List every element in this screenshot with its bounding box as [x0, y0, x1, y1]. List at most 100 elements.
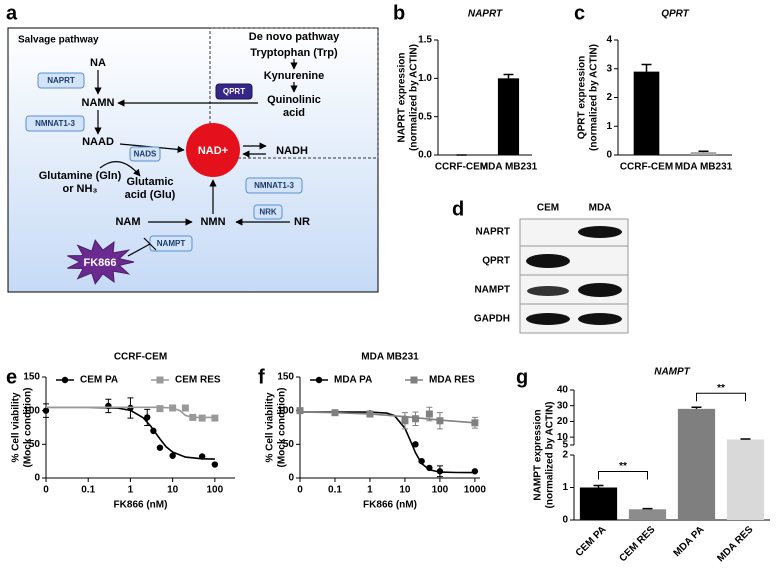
x-tick-label: 1 [128, 485, 134, 496]
enzyme: NAMPT [149, 235, 193, 252]
metabolite: acid [283, 107, 305, 119]
y-axis-label: NAPRT expression [397, 52, 408, 142]
y-tick-label: 150 [277, 372, 294, 383]
enzyme: NMNAT1-3 [245, 177, 303, 194]
enzyme-label: NRK [259, 208, 277, 217]
y-tick-label: 2 [562, 450, 568, 461]
metabolite: NADH [276, 145, 308, 157]
point [426, 464, 433, 472]
y-axis-label: (normalized by ACTIN) [409, 44, 420, 151]
nad-circle [186, 123, 240, 177]
panel-label: d [452, 198, 464, 220]
y-axis-label: % Cell viability [11, 392, 22, 462]
x-tick-label: 100 [432, 485, 449, 496]
point [471, 468, 479, 475]
protein-label: QPRT [482, 256, 510, 267]
point [169, 404, 177, 412]
metabolite: Quinolinic [267, 94, 321, 106]
panel-label: b [393, 2, 405, 24]
x-tick-label: 100 [207, 485, 224, 496]
enzyme-label: NMNAT1-3 [35, 119, 75, 128]
inhibitor: FK866 [83, 257, 116, 269]
y-tick-label: 10 [557, 432, 569, 443]
y-axis-label: (Mock condition) [23, 388, 34, 468]
significance-bracket [598, 471, 648, 480]
point [198, 414, 206, 422]
bar [726, 439, 765, 520]
point [169, 452, 176, 459]
chart-title: NAPRT [468, 9, 503, 20]
legend-marker [410, 376, 418, 384]
y-tick-label: 1 [562, 482, 568, 493]
enzyme-label: NAMPT [157, 239, 186, 248]
point [412, 441, 419, 448]
inhibition-bar [143, 237, 157, 251]
point [411, 415, 419, 423]
point [418, 457, 425, 465]
protein-label: NAMPT [474, 285, 510, 296]
y-tick-label: 4 [606, 35, 612, 46]
de-novo-title: De novo pathway [249, 31, 340, 43]
chart-title: CCRF-CEM [114, 352, 167, 363]
point [401, 417, 409, 425]
panel-label: e [6, 366, 17, 388]
point [189, 413, 197, 421]
y-tick-label: 0 [606, 150, 612, 161]
enzyme-label: NMNAT1-3 [254, 181, 294, 190]
point [198, 453, 206, 460]
x-tick-label: 1000 [464, 485, 487, 496]
y-tick-label: 1.5 [418, 35, 432, 46]
enzyme: NAPRT [37, 72, 85, 89]
panel-label: c [574, 2, 585, 24]
point [211, 414, 219, 422]
error-bar [593, 484, 604, 488]
metabolite: NR [294, 216, 310, 228]
fit-curve [299, 411, 475, 424]
x-tick-label: 0 [43, 485, 49, 496]
significance-bracket [696, 392, 746, 402]
point [150, 427, 157, 435]
x-tick-label: 10 [399, 485, 411, 496]
legend-label: MDA RES [429, 375, 475, 386]
lane-label: MDA [589, 203, 612, 214]
panel-label: f [258, 366, 265, 388]
point [296, 407, 304, 415]
y-tick-label: 5 [562, 440, 568, 451]
x-tick-label: 10 [167, 485, 179, 496]
metabolite: acid (Glu) [125, 189, 176, 201]
y-axis-label: (normalized by ACTIN) [589, 44, 600, 151]
bar [690, 152, 717, 155]
point [156, 405, 164, 413]
point [471, 419, 479, 427]
metabolite: NAM [115, 216, 140, 228]
y-tick-label: 100 [23, 405, 40, 416]
bar [628, 509, 667, 520]
panel-label: a [6, 2, 18, 24]
error-bar [691, 406, 702, 409]
point [436, 417, 444, 425]
bar [579, 487, 618, 520]
error-bar [642, 507, 653, 510]
legend-marker [61, 376, 69, 384]
band [578, 226, 622, 238]
band [578, 283, 622, 297]
bar [677, 408, 716, 520]
y-tick-label: 30 [557, 400, 569, 411]
legend-marker [315, 376, 323, 384]
enzyme-label: NADS [134, 150, 157, 159]
x-tick-label: MDA MB231 [480, 162, 538, 173]
x-tick-label: CCRF-CEM [620, 162, 673, 173]
point [331, 409, 339, 417]
y-tick-label: 1 [606, 121, 612, 132]
chart-title: MDA MB231 [361, 352, 419, 363]
y-tick-label: 20 [557, 416, 569, 427]
point [144, 414, 151, 421]
y-axis-label: % Cell viability [265, 392, 276, 462]
y-tick-label: 0 [562, 515, 568, 526]
x-tick-label: MDA RES [715, 524, 755, 564]
legend-label: MDA PA [334, 375, 372, 386]
y-axis-label: (normalized by ACTIN) [545, 402, 556, 509]
error-bar [641, 63, 652, 72]
point [42, 407, 50, 414]
